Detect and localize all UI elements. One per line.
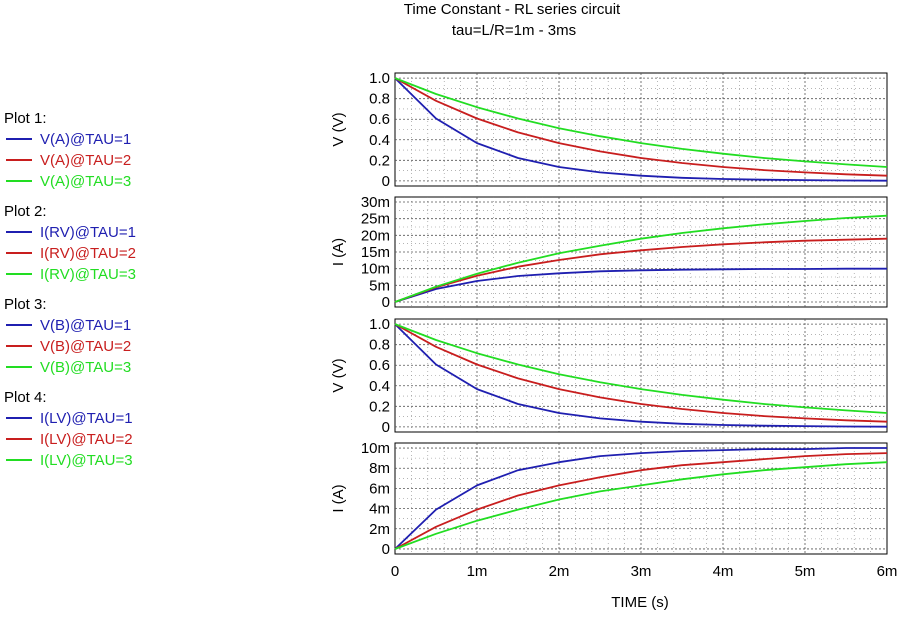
legend-entry: I(LV)@TAU=1 — [40, 410, 133, 427]
legend-heading: Plot 1: — [4, 110, 47, 127]
y-tick-label: 30m — [361, 194, 390, 211]
legend-group-plot-2: Plot 2: I(RV)@TAU=1 I(RV)@TAU=2 I(RV)@TAU=3 — [4, 203, 136, 283]
y-tick-label: 0.8 — [369, 337, 390, 354]
legend-entry: V(B)@TAU=1 — [40, 317, 131, 334]
y-axis-label: I (A) — [330, 484, 347, 512]
legend-heading: Plot 3: — [4, 296, 47, 313]
series-line-tau-1 — [394, 323, 888, 428]
legend-entry: I(RV)@TAU=3 — [40, 266, 136, 283]
legend-entry: V(B)@TAU=3 — [40, 359, 131, 376]
y-tick-label: 15m — [361, 244, 390, 261]
x-tick-label: 0 — [391, 563, 399, 580]
legend-entry: I(LV)@TAU=2 — [40, 431, 133, 448]
y-tick-label: 6m — [369, 480, 390, 497]
x-tick-label: 5m — [795, 563, 816, 580]
series-line-tau-3 — [394, 461, 888, 550]
series-line-tau-3 — [394, 77, 888, 168]
plot-panel-4: 0 2m 4m 6m 8m 10m I (A) — [330, 440, 888, 558]
x-tick-label: 1m — [467, 563, 488, 580]
legend-heading: Plot 2: — [4, 203, 47, 220]
chart-subtitle: tau=L/R=1m - 3ms — [452, 22, 576, 39]
legend-entry: V(A)@TAU=2 — [40, 152, 131, 169]
y-axis-label: V (V) — [330, 112, 347, 146]
y-tick-label: 10m — [361, 261, 390, 278]
chart-title: Time Constant - RL series circuit — [404, 1, 621, 18]
plot-area: 00.20.40.60.81.0V (V)05m10m15m20m25m30mI… — [330, 70, 888, 558]
y-tick-label: 0.6 — [369, 357, 390, 374]
series-line-tau-1 — [394, 447, 887, 550]
plot-panel-1: 0 0.2 0.4 0.6 0.8 1.0 V (V) — [330, 70, 888, 190]
y-tick-label: 25m — [361, 211, 390, 228]
x-tick-label: 4m — [713, 563, 734, 580]
y-tick-label: 0.4 — [369, 132, 390, 149]
x-tick-label: 2m — [549, 563, 570, 580]
y-tick-label: 1.0 — [369, 70, 390, 87]
series-line-tau-2 — [394, 237, 888, 303]
series-line-tau-2 — [394, 323, 888, 423]
y-tick-label: 0 — [382, 541, 390, 558]
x-tick-label: 6m — [877, 563, 898, 580]
legend-entry: V(B)@TAU=2 — [40, 338, 131, 355]
legend-group-plot-3: Plot 3: V(B)@TAU=1 V(B)@TAU=2 V(B)@TAU=3 — [4, 296, 131, 376]
series-line-tau-2 — [394, 77, 888, 177]
y-tick-label: 0 — [382, 294, 390, 311]
legend-group-plot-4: Plot 4: I(LV)@TAU=1 I(LV)@TAU=2 I(LV)@TAU=3 — [4, 389, 133, 469]
series-line-tau-2 — [394, 452, 888, 550]
series-line-tau-1 — [394, 267, 887, 303]
y-tick-label: 0.2 — [369, 398, 390, 415]
y-tick-label: 0.4 — [369, 378, 390, 395]
series-line-tau-3 — [394, 214, 888, 303]
series-line-tau-1 — [394, 77, 888, 182]
y-axis-label: V (V) — [330, 358, 347, 392]
y-tick-label: 0 — [382, 419, 390, 436]
y-tick-label: 0.6 — [369, 111, 390, 128]
series-line-tau-3 — [394, 323, 888, 414]
legend-entry: I(RV)@TAU=1 — [40, 224, 136, 241]
y-tick-label: 20m — [361, 227, 390, 244]
legend: Plot 1:V(A)@TAU=1V(A)@TAU=2V(A)@TAU=3Plo… — [4, 110, 136, 469]
legend-entry: V(A)@TAU=1 — [40, 131, 131, 148]
plot-panel-3: 0 0.2 0.4 0.6 0.8 1.0 V (V) — [330, 316, 888, 436]
legend-entry: I(LV)@TAU=3 — [40, 452, 133, 469]
y-tick-label: 2m — [369, 521, 390, 538]
y-tick-label: 0.2 — [369, 152, 390, 169]
y-tick-label: 5m — [369, 277, 390, 294]
y-tick-label: 0 — [382, 173, 390, 190]
x-tick-label: 3m — [631, 563, 652, 580]
y-tick-label: 1.0 — [369, 316, 390, 333]
y-tick-label: 10m — [361, 440, 390, 457]
x-axis: 0 1m 2m 3m 4m 5m 6m — [391, 563, 898, 580]
legend-group-plot-1: Plot 1: V(A)@TAU=1 V(A)@TAU=2 V(A)@TAU=3 — [4, 110, 131, 190]
legend-entry: V(A)@TAU=3 — [40, 173, 131, 190]
legend-heading: Plot 4: — [4, 389, 47, 406]
y-tick-label: 4m — [369, 501, 390, 518]
y-axis-label: I (A) — [330, 238, 347, 266]
y-tick-label: 0.8 — [369, 91, 390, 108]
y-tick-label: 8m — [369, 460, 390, 477]
legend-entry: I(RV)@TAU=2 — [40, 245, 136, 262]
x-axis-label: TIME (s) — [611, 594, 669, 611]
